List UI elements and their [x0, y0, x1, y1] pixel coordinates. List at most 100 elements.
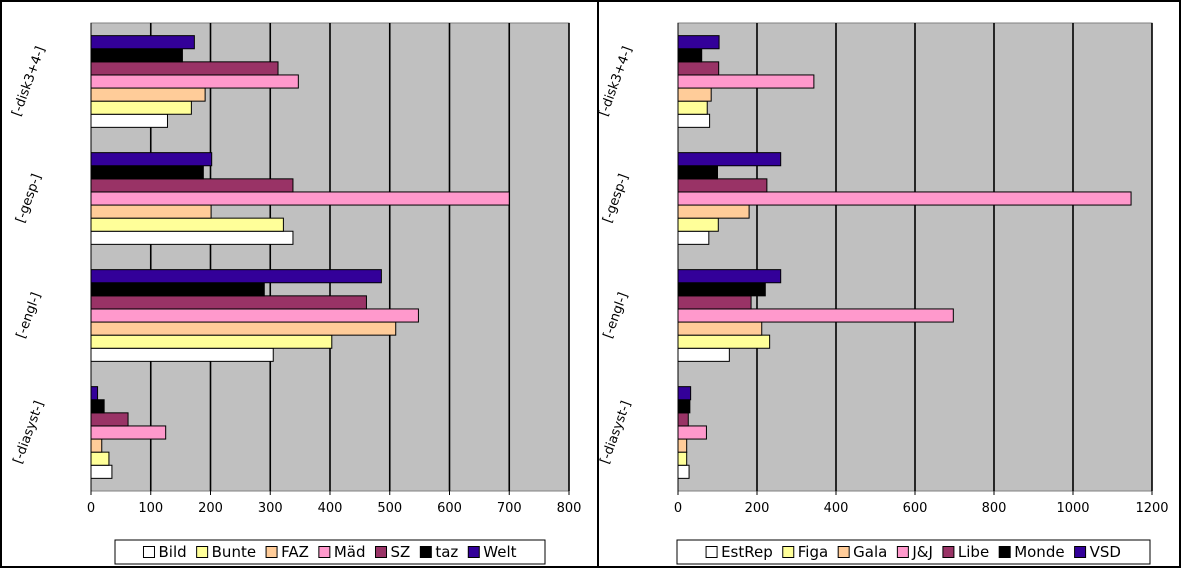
- x-tick-label: 300: [258, 501, 283, 516]
- x-tick-label: 1000: [1056, 501, 1089, 516]
- legend-label: Bunte: [212, 543, 256, 561]
- legend-label: Libe: [958, 543, 989, 561]
- bar-gala: [677, 204, 750, 219]
- legend-swatch: [318, 546, 331, 558]
- bar-m-d: [90, 191, 510, 206]
- legend-label: SZ: [391, 543, 411, 561]
- legend-swatch: [837, 546, 850, 558]
- bar-sz: [90, 412, 129, 427]
- legend-swatch: [142, 546, 155, 558]
- x-tick-label: 0: [674, 501, 682, 516]
- bar-estrep: [677, 347, 730, 362]
- x-tick-label: 200: [745, 501, 770, 516]
- bar-libe: [677, 178, 768, 193]
- bar-taz: [90, 48, 183, 63]
- bar-libe: [677, 61, 720, 76]
- legend-swatch: [705, 546, 718, 558]
- legend-label: taz: [435, 543, 458, 561]
- chart-right: 0 200 400 600 800 1000 1200[-diasyst-][-engl-]…: [596, 0, 1181, 568]
- bar-estrep: [677, 230, 710, 245]
- x-tick-label: 800: [557, 501, 582, 516]
- legend-swatch: [942, 546, 955, 558]
- legend-label: Welt: [483, 543, 516, 561]
- bar-faz: [90, 438, 103, 453]
- bar-j-j: [677, 308, 954, 323]
- legend-swatch: [998, 546, 1011, 558]
- bar-bild: [90, 464, 113, 479]
- x-tick-label: 400: [824, 501, 849, 516]
- bar-bild: [90, 230, 294, 245]
- x-tick-label: 100: [138, 501, 163, 516]
- bar-welt: [90, 386, 99, 401]
- bar-taz: [90, 282, 265, 297]
- bar-estrep: [677, 464, 690, 479]
- legend-label: FAZ: [281, 543, 309, 561]
- bar-j-j: [677, 191, 1132, 206]
- x-tick-label: 500: [377, 501, 402, 516]
- x-tick-label: 1200: [1135, 501, 1168, 516]
- legend: [676, 539, 1151, 565]
- legend-swatch: [196, 546, 209, 558]
- bar-bunte: [90, 451, 110, 466]
- bar-sz: [90, 178, 294, 193]
- x-tick-label: 700: [497, 501, 522, 516]
- bar-faz: [90, 204, 212, 219]
- bar-welt: [90, 152, 213, 167]
- x-tick-label: 600: [903, 501, 928, 516]
- legend-label: Bild: [158, 543, 186, 561]
- bar-figa: [677, 100, 708, 115]
- legend-swatch: [265, 546, 278, 558]
- legend-swatch: [375, 546, 388, 558]
- legend-label: VSD: [1090, 543, 1121, 561]
- legend-label: Monde: [1014, 543, 1064, 561]
- legend-swatch: [1074, 546, 1087, 558]
- bar-taz: [90, 399, 105, 414]
- bar-j-j: [677, 74, 815, 89]
- bar-monde: [677, 48, 703, 63]
- bar-vsd: [677, 152, 782, 167]
- legend-label: Mäd: [334, 543, 366, 561]
- x-tick-label: 200: [198, 501, 223, 516]
- bar-bild: [90, 347, 274, 362]
- bar-welt: [90, 269, 382, 284]
- bar-figa: [677, 217, 719, 232]
- bar-sz: [90, 61, 279, 76]
- x-tick-label: 600: [437, 501, 462, 516]
- bar-gala: [677, 321, 763, 336]
- legend-label: Figa: [798, 543, 828, 561]
- x-tick-label: 800: [982, 501, 1007, 516]
- bar-faz: [90, 321, 397, 336]
- x-tick-label: 0: [87, 501, 95, 516]
- chart-left: 0 100 200 300 400 500 600 700 800[-diasyst-][-en…: [0, 0, 599, 568]
- bar-m-d: [90, 308, 419, 323]
- bar-monde: [677, 282, 766, 297]
- bar-bild: [90, 113, 168, 128]
- legend-swatch: [782, 546, 795, 558]
- legend-swatch: [467, 546, 480, 558]
- bar-bunte: [90, 217, 284, 232]
- bar-faz: [90, 87, 206, 102]
- bar-gala: [677, 438, 688, 453]
- legend-label: Gala: [853, 543, 887, 561]
- legend-label: EstRep: [721, 543, 773, 561]
- bar-sz: [90, 295, 367, 310]
- bar-monde: [677, 399, 691, 414]
- bar-figa: [677, 451, 688, 466]
- bar-vsd: [677, 386, 692, 401]
- bar-m-d: [90, 74, 299, 89]
- legend-swatch: [896, 546, 909, 558]
- x-tick-label: 400: [318, 501, 343, 516]
- bar-taz: [90, 165, 204, 180]
- bar-monde: [677, 165, 718, 180]
- bar-bunte: [90, 334, 333, 349]
- bar-estrep: [677, 113, 711, 128]
- bar-libe: [677, 412, 689, 427]
- bar-vsd: [677, 269, 782, 284]
- bar-figa: [677, 334, 771, 349]
- bar-libe: [677, 295, 752, 310]
- legend-label: J&J: [911, 543, 933, 561]
- legend-swatch: [419, 546, 432, 558]
- bar-vsd: [677, 35, 720, 50]
- bar-m-d: [90, 425, 167, 440]
